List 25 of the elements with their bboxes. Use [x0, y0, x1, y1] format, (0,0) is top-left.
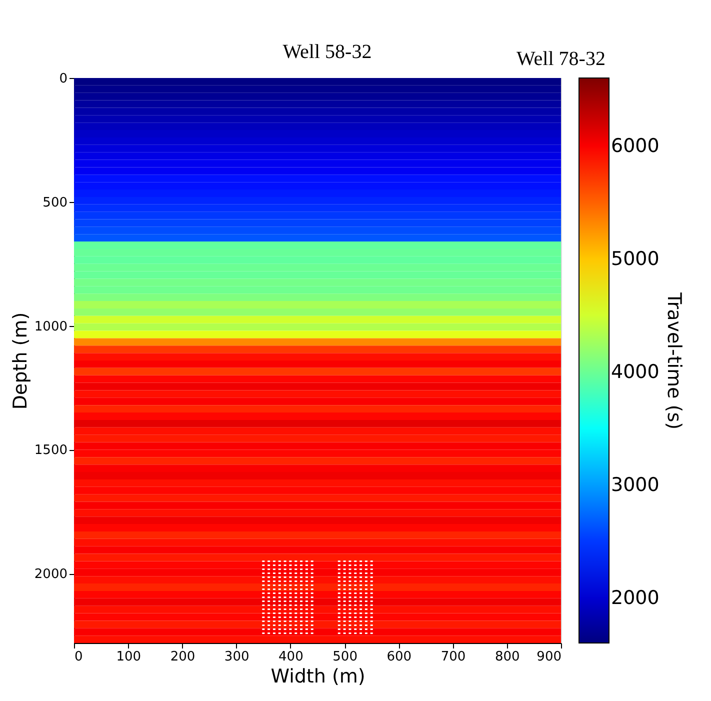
color-bar-title: Travel-time (s): [663, 291, 685, 430]
x-tick-label: 600: [386, 650, 412, 664]
x-axis-title: Width (m): [270, 666, 366, 688]
y-tick-label: 500: [42, 195, 68, 210]
text: Well 58-32: [282, 41, 372, 63]
x-tick-label: 100: [116, 650, 142, 664]
x-tick-label: 200: [170, 650, 196, 664]
x-tick-label: 900: [536, 650, 562, 664]
x-tick-label: 0: [74, 650, 83, 664]
y-tick-label: 1500: [34, 443, 68, 458]
y-axis-title: Depth (m): [9, 312, 32, 410]
y-tick-label: 2000: [34, 567, 68, 582]
x-tick-label: 800: [494, 650, 520, 664]
color-bar-label: 6000: [611, 134, 660, 157]
color-bar-label: 2000: [611, 586, 660, 609]
y-tick-label: 1000: [34, 319, 68, 334]
y-tick-label: 0: [59, 72, 68, 86]
x-tick-label: 400: [278, 650, 304, 664]
x-tick-label: 700: [440, 650, 466, 664]
text: Well 78-32: [516, 48, 606, 70]
color-bar-label: 3000: [611, 474, 660, 496]
x-tick-label: 500: [332, 650, 358, 664]
x-tick-label: 300: [224, 650, 250, 664]
color-bar-label: 5000: [611, 248, 660, 270]
color-bar-label: 4000: [611, 360, 660, 383]
